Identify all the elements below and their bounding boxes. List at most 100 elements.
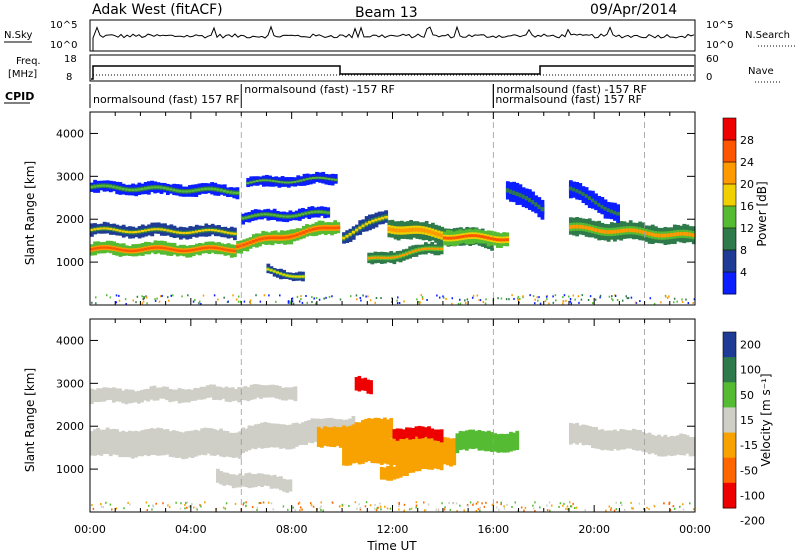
- velocity-echo-band: [392, 425, 444, 443]
- cpid-segment-label: normalsound (fast) -157 RF: [244, 83, 395, 96]
- y-tick-label: 2000: [56, 213, 84, 226]
- power-colorbar-swatch: [723, 228, 736, 251]
- x-tick-label: 20:00: [578, 523, 610, 536]
- power-echo-band: [246, 171, 338, 188]
- x-tick-label: 12:00: [377, 523, 409, 536]
- power-colorbar-tick-label: 12: [740, 222, 754, 235]
- y-tick-label: 2000: [56, 420, 84, 433]
- velocity-echo-band: [354, 375, 373, 395]
- power-echo-band: [442, 228, 510, 248]
- near-range-speckle: [91, 294, 696, 305]
- power-colorbar-tick-label: 4: [740, 266, 747, 279]
- power-panel: [89, 111, 696, 306]
- nsky-tick-bottom: 10^0: [50, 40, 77, 51]
- x-tick-label: 04:00: [175, 523, 207, 536]
- nave-tick-top: 60: [706, 54, 719, 65]
- nsky-panel: N.Sky 10^5 10^0 10^5 10^0 N.Search: [4, 19, 795, 52]
- velocity-echo-band: [455, 429, 520, 454]
- velocity-colorbar-tick-label: 100: [740, 364, 761, 377]
- power-echo-band: [367, 241, 444, 265]
- velocity-colorbar-swatch: [723, 482, 736, 509]
- power-echo-band: [90, 179, 240, 200]
- power-colorbar-tick-label: 24: [740, 156, 754, 169]
- nsky-trace: [91, 25, 695, 52]
- cpid-segment-label: normalsound (fast) 157 RF: [93, 93, 240, 106]
- velocity-colorbar-swatch: [723, 407, 736, 434]
- power-colorbar-label: Power [dB]: [755, 181, 769, 246]
- x-tick-label: 00:00: [74, 523, 106, 536]
- velocity-colorbar-tick-label: 50: [740, 389, 754, 402]
- freq-panel: Freq. [MHz] 18 8 60 0 Nave: [8, 54, 780, 83]
- velocity-colorbar-swatch: [723, 432, 736, 459]
- velocity-colorbar-label: Velocity [m s⁻¹]: [759, 373, 773, 466]
- power-echo-band: [236, 220, 341, 254]
- power-colorbar: 4 8 12 16 20 24 28: [722, 117, 754, 295]
- beam-title: Beam 13: [355, 5, 418, 21]
- power-colorbar-swatch: [723, 118, 736, 141]
- power-colorbar-tick-label: 28: [740, 134, 754, 147]
- nsearch-tick-bottom: 10^0: [706, 40, 733, 51]
- power-colorbar-swatch: [723, 162, 736, 185]
- velocity-colorbar-tick-label: -100: [740, 489, 765, 502]
- power-colorbar-swatch: [723, 272, 736, 295]
- near-range-speckle: [91, 501, 695, 512]
- y-tick-label: 3000: [56, 170, 84, 183]
- velocity-colorbar-swatch: [723, 332, 736, 358]
- cpid-segment-label: normalsound (fast) -157 RF: [496, 83, 647, 96]
- y-tick-label: 3000: [56, 377, 84, 390]
- nave-tick-bottom: 0: [706, 72, 712, 83]
- velocity-panel: [89, 318, 696, 513]
- power-colorbar-swatch: [723, 250, 736, 273]
- nsearch-tick-top: 10^5: [706, 20, 733, 31]
- power-echo-band: [90, 240, 237, 258]
- power-echo-band: [342, 210, 389, 244]
- nsearch-label: N.Search: [745, 30, 790, 41]
- velocity-colorbar-swatch: [723, 357, 736, 383]
- power-echo-band: [266, 263, 305, 282]
- nsky-tick-top: 10^5: [50, 20, 77, 31]
- velocity-echo-band: [568, 422, 696, 457]
- plot-axes: 1000 2000 3000 4000 1000 2000 3000 4000 00:00 04:…: [56, 112, 711, 536]
- y-tick-label: 4000: [56, 334, 84, 347]
- nsky-label: N.Sky: [4, 30, 32, 41]
- x-tick-label: 08:00: [276, 523, 308, 536]
- velocity-colorbar-tick-label: 200: [740, 339, 761, 352]
- velocity-echo-band: [90, 427, 242, 460]
- velocity-bands: [90, 375, 696, 512]
- velocity-colorbar: 200 100 50 15 -15 -50 -100 -200: [722, 331, 765, 528]
- power-colorbar-tick-label: 20: [740, 178, 754, 191]
- power-echo-band: [568, 217, 696, 246]
- velocity-echo-band: [379, 454, 444, 481]
- freq-unit-label: [MHz]: [8, 69, 37, 80]
- power-echo-band: [568, 180, 620, 223]
- y-tick-label: 4000: [56, 127, 84, 140]
- cpid-label: CPID: [5, 90, 34, 103]
- y-tick-label: 1000: [56, 463, 84, 476]
- power-colorbar-swatch: [723, 206, 736, 229]
- freq-label: Freq.: [16, 56, 41, 67]
- station-title: Adak West (fitACF): [92, 2, 223, 18]
- velocity-echo-band: [216, 468, 293, 493]
- power-ylabel: Slant Range [km]: [23, 161, 37, 265]
- power-bands: [90, 171, 696, 305]
- freq-tick-top: 18: [64, 54, 77, 65]
- velocity-echo-band: [90, 384, 298, 405]
- x-tick-label: 00:00: [679, 523, 711, 536]
- power-colorbar-swatch: [723, 184, 736, 207]
- power-echo-band: [505, 181, 545, 220]
- velocity-colorbar-tick-label: -15: [740, 439, 758, 452]
- velocity-colorbar-tick-label: -50: [740, 464, 758, 477]
- time-xlabel: Time UT: [366, 539, 417, 553]
- velocity-colorbar-tick-label: 15: [740, 414, 754, 427]
- velocity-colorbar-swatch: [723, 382, 736, 408]
- velocity-colorbar-swatch: [723, 457, 736, 484]
- power-colorbar-tick-label: 8: [740, 244, 747, 257]
- nave-label: Nave: [748, 66, 774, 77]
- frequency-trace: [91, 65, 694, 80]
- x-tick-label: 16:00: [477, 523, 509, 536]
- power-echo-band: [90, 221, 237, 241]
- velocity-echo-band: [342, 432, 457, 467]
- cpid-segment-label: normalsound (fast) 157 RF: [495, 93, 642, 106]
